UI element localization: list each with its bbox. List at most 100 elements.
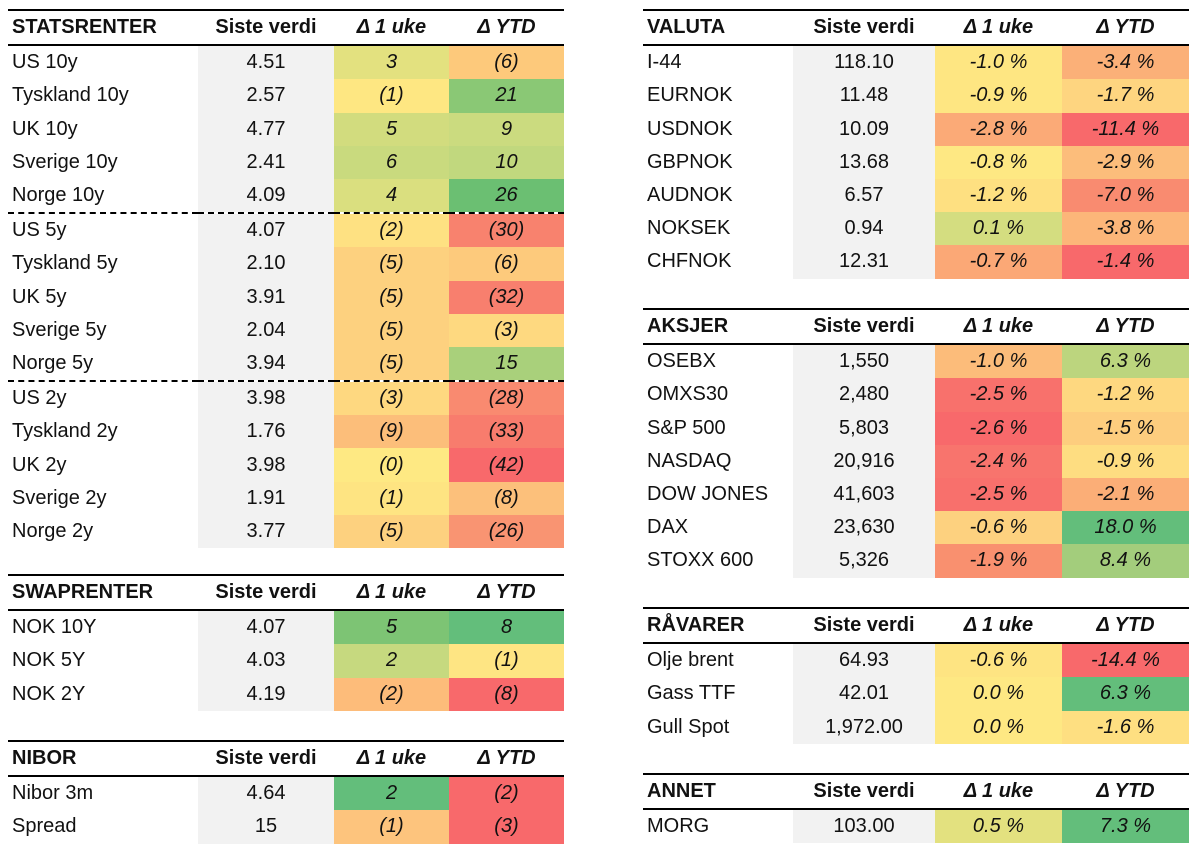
table-row: Norge 2y 3.77 (5) (26) — [8, 514, 564, 548]
row-name: Tyskland 5y — [12, 252, 118, 275]
week-change: 5 — [334, 610, 449, 645]
last-value: 15 — [198, 810, 334, 844]
row-name: CHFNOK — [647, 250, 732, 273]
table-row: AUDNOK 6.57 -1.2 % -7.0 % — [643, 178, 1189, 213]
table-row: US 2y 3.98 (3) (28) — [8, 380, 564, 416]
valuta-table: VALUTA Siste verdi Δ 1 uke Δ YTD I-44 118.10-… — [643, 9, 1189, 279]
week-change: (0) — [334, 448, 449, 482]
week-change: -0.6 % — [935, 511, 1062, 545]
table-row: Norge 5y 3.94 (5) 15 — [8, 346, 564, 382]
week-change: (5) — [334, 313, 449, 347]
section-title: AKSJER — [643, 309, 793, 346]
week-change: 0.5 % — [935, 809, 1062, 844]
ytd-change: -1.5 % — [1062, 411, 1189, 445]
week-change: (1) — [334, 810, 449, 844]
ytd-change: -7.0 % — [1062, 178, 1189, 213]
week-change: 3 — [334, 45, 449, 80]
ytd-change: (42) — [449, 448, 564, 482]
value-column-header: Siste verdi — [198, 10, 334, 47]
ytd-change: (26) — [449, 514, 564, 548]
table-row: DAX 23,630 -0.6 % 18.0 % — [643, 511, 1189, 545]
ytd-change: -2.1 % — [1062, 477, 1189, 512]
last-value: 3.94 — [198, 346, 334, 382]
row-name: UK 10y — [12, 117, 78, 140]
week-change: (1) — [334, 79, 449, 113]
ytd-change: (3) — [449, 313, 564, 347]
ytd-change: -0.9 % — [1062, 444, 1189, 478]
row-name: UK 2y — [12, 453, 67, 476]
ytd-change: 6.3 % — [1062, 677, 1189, 711]
row-name: Gass TTF — [647, 682, 736, 705]
row-name: Norge 5y — [12, 351, 94, 374]
last-value: 3.91 — [198, 280, 334, 314]
ytd-change: 21 — [449, 79, 564, 113]
week-change: (5) — [334, 247, 449, 281]
table-row: US 5y 4.07 (2) (30) — [8, 212, 564, 248]
table-row: NOKSEK 0.94 0.1 % -3.8 % — [643, 212, 1189, 246]
last-value: 3.98 — [198, 380, 334, 416]
last-value: 12.31 — [793, 245, 935, 279]
week-change: (2) — [334, 677, 449, 711]
table-row: USDNOK 10.09 -2.8 % -11.4 % — [643, 112, 1189, 146]
last-value: 20,916 — [793, 444, 935, 478]
ytd-change: (3) — [449, 810, 564, 844]
last-value: 3.98 — [198, 448, 334, 482]
ytd-change: -11.4 % — [1062, 112, 1189, 146]
week-change-column-header: Δ 1 uke — [935, 10, 1062, 47]
ytd-change: -2.9 % — [1062, 145, 1189, 179]
ytd-change: 15 — [449, 346, 564, 382]
last-value: 5,803 — [793, 411, 935, 445]
table-row: MORG 103.00 0.5 % 7.3 % — [643, 809, 1189, 844]
ravarer-table: RÅVARER Siste verdi Δ 1 uke Δ YTD Olje brent… — [643, 607, 1189, 744]
week-change-column-header: Δ 1 uke — [935, 309, 1062, 346]
week-change: -0.8 % — [935, 145, 1062, 179]
week-change: -2.5 % — [935, 477, 1062, 512]
row-name: NOKSEK — [647, 217, 731, 240]
ytd-change-column-header: Δ YTD — [449, 741, 564, 778]
week-change-column-header: Δ 1 uke — [935, 608, 1062, 645]
row-name: Sverige 2y — [12, 486, 107, 509]
table-row: Sverige 10y 2.41 6 10 — [8, 145, 564, 179]
last-value: 13.68 — [793, 145, 935, 179]
week-change: 0.0 % — [935, 710, 1062, 744]
week-change: -1.0 % — [935, 344, 1062, 379]
ytd-change: 8.4 % — [1062, 544, 1189, 578]
table-row: I-44 118.10 -1.0 % -3.4 % — [643, 45, 1189, 80]
week-change: -0.7 % — [935, 245, 1062, 279]
header-row: SWAPRENTER Siste verdi Δ 1 uke Δ YTD — [8, 575, 564, 612]
row-name: OSEBX — [647, 350, 716, 373]
annet-table: ANNET Siste verdi Δ 1 uke Δ YTD MORG 103.00 0.… — [643, 773, 1189, 844]
last-value: 41,603 — [793, 477, 935, 512]
ytd-change: -1.2 % — [1062, 378, 1189, 412]
table-row: UK 2y 3.98 (0) (42) — [8, 448, 564, 482]
last-value: 2,480 — [793, 378, 935, 412]
last-value: 4.03 — [198, 644, 334, 678]
row-name: Gull Spot — [647, 715, 730, 738]
last-value: 23,630 — [793, 511, 935, 545]
week-change: (5) — [334, 346, 449, 382]
section-title: STATSRENTER — [8, 10, 198, 47]
last-value: 2.04 — [198, 313, 334, 347]
section-title: ANNET — [643, 774, 793, 811]
value-column-header: Siste verdi — [793, 10, 935, 47]
table-row: Gull Spot 1,972.00 0.0 % -1.6 % — [643, 710, 1189, 744]
ytd-change-column-header: Δ YTD — [1062, 774, 1189, 811]
ytd-change: (33) — [449, 415, 564, 449]
row-name: DAX — [647, 516, 689, 539]
row-name: STOXX 600 — [647, 549, 754, 572]
last-value: 2.57 — [198, 79, 334, 113]
ytd-change: -3.8 % — [1062, 212, 1189, 246]
week-change: 0.0 % — [935, 677, 1062, 711]
section-title: SWAPRENTER — [8, 575, 198, 612]
table-row: Tyskland 2y 1.76 (9) (33) — [8, 415, 564, 449]
table-row: S&P 500 5,803 -2.6 % -1.5 % — [643, 411, 1189, 445]
row-name: US 2y — [8, 380, 198, 416]
ytd-change: (8) — [449, 481, 564, 515]
row-name: DOW JONES — [647, 483, 769, 506]
header-row: RÅVARER Siste verdi Δ 1 uke Δ YTD — [643, 608, 1189, 645]
row-name: NASDAQ — [647, 449, 732, 472]
ytd-change: -1.4 % — [1062, 245, 1189, 279]
row-name: USDNOK — [647, 117, 733, 140]
ytd-change: -1.7 % — [1062, 79, 1189, 113]
week-change: 2 — [334, 644, 449, 678]
